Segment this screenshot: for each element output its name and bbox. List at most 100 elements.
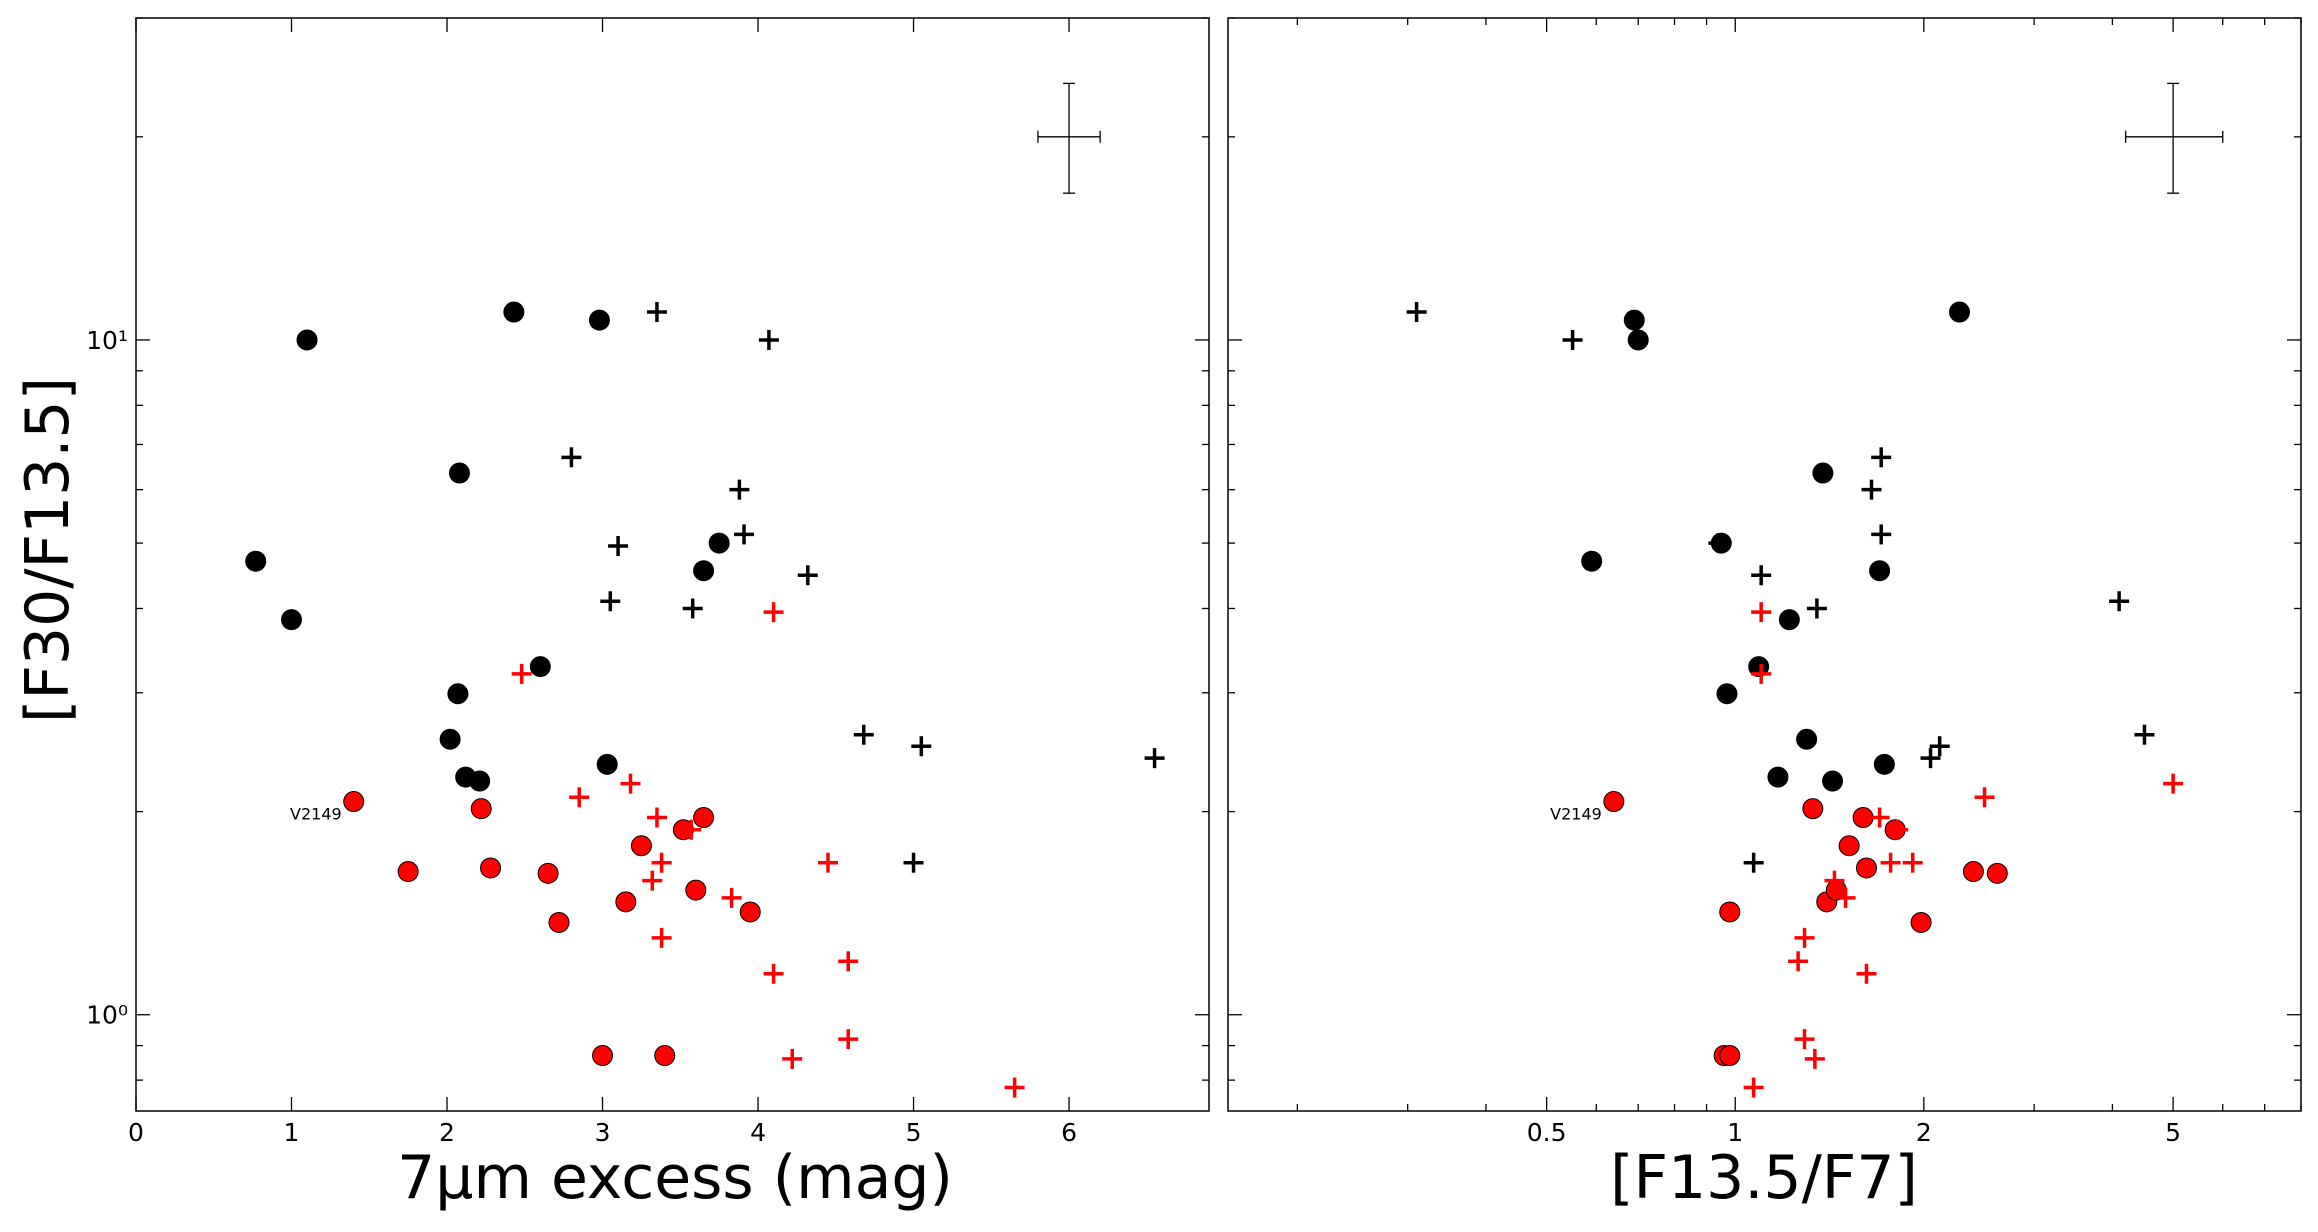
circle-point: [654, 1045, 676, 1067]
left-series-red-circles: [343, 791, 761, 1067]
plus-point: [620, 773, 641, 794]
plus-point: [651, 852, 672, 873]
left-y-tick-label: 10⁰: [86, 1001, 128, 1030]
circle-point: [296, 329, 318, 351]
plus-point: [734, 524, 755, 545]
plus-point: [729, 479, 750, 500]
circle-point: [596, 753, 618, 775]
circle-point: [448, 462, 470, 484]
left-panel: 10⁰ 10¹ 0 1 2 3 4 5 6 V2149: [86, 17, 1210, 1147]
circle-point: [685, 879, 707, 901]
right-series-red-crosses: [1743, 602, 2184, 1098]
y-axis-label: [F30/F13.5]: [13, 377, 83, 723]
circle-point: [503, 301, 525, 323]
circle-point: [739, 901, 761, 923]
plus-point: [2109, 591, 2130, 612]
plus-point: [1856, 963, 1877, 984]
right-x-tick-label: 1: [1727, 1118, 1743, 1147]
plus-point: [1751, 565, 1772, 586]
circle-point: [1812, 462, 1834, 484]
circle-point: [470, 798, 492, 820]
circle-point: [447, 683, 469, 705]
plus-point: [1920, 748, 1941, 769]
plus-point: [1562, 329, 1583, 350]
plus-point: [642, 870, 663, 891]
circle-point: [1838, 835, 1860, 857]
plus-point: [758, 329, 779, 350]
circle-point: [1802, 798, 1824, 820]
plus-point: [782, 1048, 803, 1069]
left-annotation-v2149: V2149: [290, 805, 342, 824]
circle-point: [281, 609, 303, 631]
circle-point: [1719, 1045, 1741, 1067]
left-error-bar: [1037, 82, 1101, 194]
plus-point: [600, 591, 621, 612]
circle-point: [1778, 609, 1800, 631]
plus-point: [721, 887, 742, 908]
right-annotation-v2149: V2149: [1550, 805, 1602, 824]
plus-point: [818, 852, 839, 873]
right-series-red-circles: [1603, 791, 2008, 1067]
plus-point: [1708, 533, 1729, 554]
plus-point: [903, 852, 924, 873]
circle-point: [588, 309, 610, 331]
circle-point: [1869, 560, 1891, 582]
right-series-black-circles: [1581, 301, 1970, 792]
circle-point: [693, 560, 715, 582]
circle-point: [1719, 901, 1741, 923]
circle-point: [1822, 770, 1844, 792]
left-plot-frame: [135, 17, 1210, 1112]
left-x-axis-label: 7μm excess (mag): [397, 1143, 953, 1213]
plus-point: [1794, 927, 1815, 948]
circle-point: [592, 1045, 614, 1067]
plus-point: [1406, 302, 1427, 323]
plus-point: [646, 302, 667, 323]
circle-point: [1948, 301, 1970, 323]
plus-point: [2134, 724, 2155, 745]
plus-point: [1788, 951, 1809, 972]
plus-point: [1004, 1077, 1025, 1098]
plus-point: [1824, 870, 1845, 891]
plus-point: [763, 963, 784, 984]
left-x-tick-label: 3: [595, 1118, 611, 1147]
left-x-tick-label: 4: [750, 1118, 766, 1147]
right-error-bar: [2125, 82, 2224, 194]
circle-point: [529, 656, 551, 678]
plus-point: [1929, 736, 1950, 757]
circle-point: [1623, 309, 1645, 331]
plus-point: [763, 602, 784, 623]
plus-point: [838, 1029, 859, 1050]
plus-point: [682, 598, 703, 619]
circle-point: [1627, 329, 1649, 351]
right-panel: 0.5 1 2 5 V2149: [1227, 17, 2302, 1147]
right-plot-frame: [1227, 17, 2302, 1112]
plus-point: [838, 951, 859, 972]
circle-point: [693, 807, 715, 829]
circle-point: [1767, 766, 1789, 788]
plus-point: [853, 724, 874, 745]
right-x-tick-label: 2: [1916, 1118, 1932, 1147]
left-x-tick-label: 6: [1061, 1118, 1077, 1147]
plus-point: [1804, 1048, 1825, 1069]
circle-point: [1748, 656, 1770, 678]
left-series-black-crosses: [561, 302, 1165, 873]
left-x-tick-label: 5: [906, 1118, 922, 1147]
right-x-tick-label: 5: [2165, 1118, 2181, 1147]
circle-point: [480, 857, 502, 879]
plus-point: [1835, 887, 1856, 908]
right-x-axis-label: [F13.5/F7]: [1610, 1143, 1918, 1213]
plus-point: [1806, 598, 1827, 619]
circle-point: [1581, 550, 1603, 572]
plus-point: [561, 447, 582, 468]
right-x-tick-label: 0.5: [1527, 1118, 1567, 1147]
left-series-black-circles: [245, 301, 730, 792]
plus-point: [1743, 1077, 1764, 1098]
circle-point: [439, 728, 461, 750]
circle-point: [1873, 753, 1895, 775]
plus-point: [1902, 852, 1923, 873]
circle-point: [708, 532, 730, 554]
plus-point: [1871, 524, 1892, 545]
plus-point: [1861, 479, 1882, 500]
circle-point: [1855, 857, 1877, 879]
circle-point: [630, 835, 652, 857]
